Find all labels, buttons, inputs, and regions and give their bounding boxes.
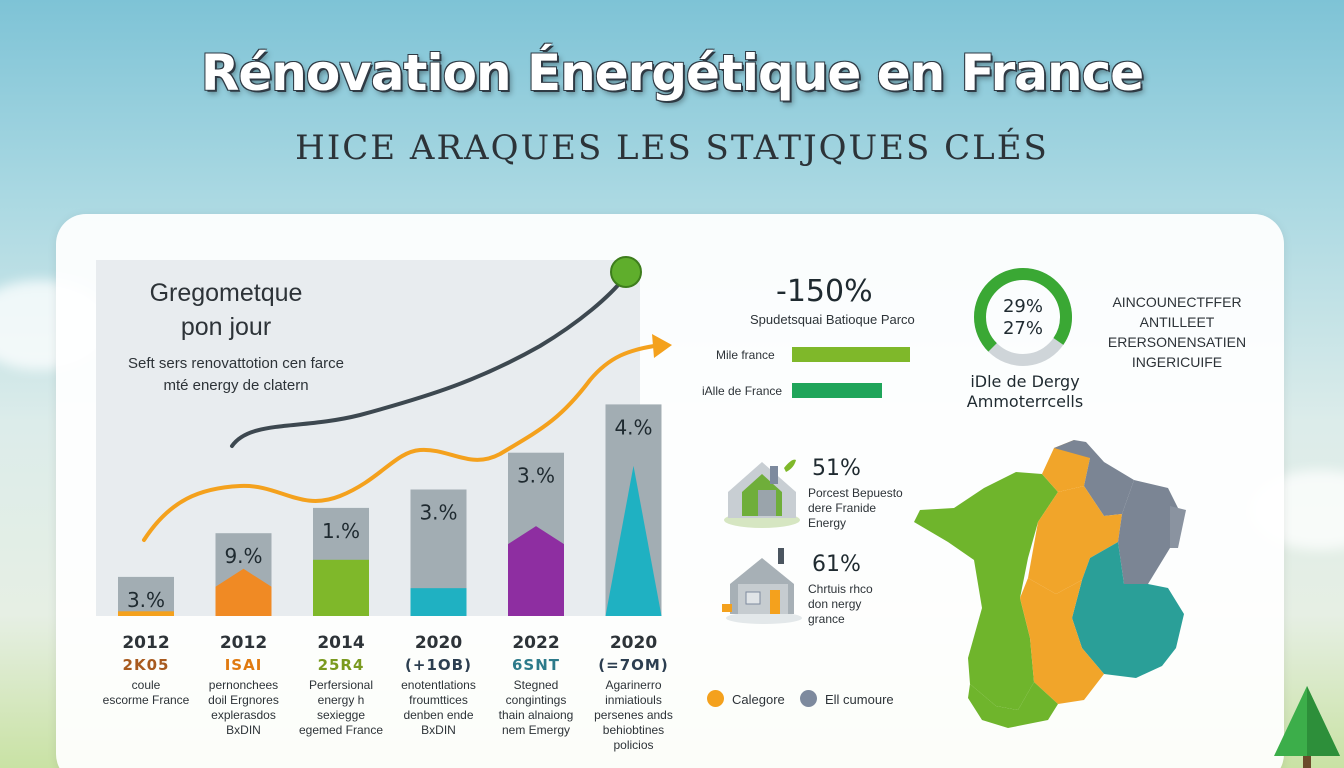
legend-label-1: Calegore bbox=[732, 692, 785, 707]
x-tick-label: 2014 bbox=[317, 633, 365, 653]
category-description: coule escorme France bbox=[102, 678, 190, 707]
category-code: 6SNT bbox=[511, 656, 561, 674]
page-title: Rénovation Énergétique en France bbox=[200, 44, 1144, 102]
category-code: (+1OB) bbox=[405, 656, 472, 674]
legend-dot-gray bbox=[800, 690, 817, 707]
map-region-south bbox=[1020, 578, 1104, 704]
category-code: 2K05 bbox=[122, 656, 170, 674]
trend-arrow-icon bbox=[652, 334, 672, 358]
caps-item: ANTILLEET bbox=[1139, 314, 1215, 330]
map-region-northeast bbox=[1054, 440, 1134, 516]
france-map bbox=[914, 440, 1186, 728]
trend-curve-dark bbox=[230, 276, 626, 448]
hbar-1 bbox=[792, 347, 910, 362]
chart-subtitle: Seft sers renovattotion cen farce mté en… bbox=[128, 355, 344, 394]
x-tick-label: 2022 bbox=[512, 633, 560, 653]
caps-item: ERERSONENSATIEN bbox=[1107, 334, 1247, 350]
legend-dot-orange bbox=[707, 690, 724, 707]
donut-value-2: 27% bbox=[1002, 318, 1043, 339]
x-tick-label: 2012 bbox=[219, 633, 268, 653]
bar-fill-2 bbox=[313, 559, 369, 616]
tile-value-1: 51% bbox=[812, 456, 861, 481]
map-region-west bbox=[914, 472, 1058, 710]
trend-curve-orange bbox=[142, 344, 656, 542]
donut-caption: iDle de Dergy Ammoterrcells bbox=[966, 372, 1084, 411]
category-description: pernonchees doil Ergnores explerasdos Bx… bbox=[208, 678, 279, 737]
stat-big-label: Spudetsquai Batioque Parco bbox=[750, 312, 915, 327]
category-code: 25R4 bbox=[317, 656, 365, 674]
bar-value-label: 4.% bbox=[614, 415, 652, 439]
donut-chart bbox=[973, 268, 1072, 366]
bar-value-label: 1.% bbox=[322, 519, 360, 543]
bar-value-label: 9.% bbox=[224, 544, 262, 568]
donut-value-1: 29% bbox=[1002, 296, 1043, 317]
bar-fill-4 bbox=[508, 526, 564, 616]
tree-icon bbox=[1274, 686, 1340, 768]
map-region-southeast bbox=[1072, 542, 1184, 678]
donut-fill bbox=[973, 268, 1072, 366]
hbar-label-1: Mile france bbox=[716, 348, 775, 362]
tile-desc-2: Chrtuis rhco don nergy grance bbox=[808, 582, 873, 626]
solar-house-icon bbox=[724, 459, 800, 528]
map-region-center bbox=[1028, 486, 1122, 594]
tile-value-2: 61% bbox=[812, 552, 861, 577]
page-subtitle: HICE ARAQUES LES STATJQUES CLÉS bbox=[295, 128, 1049, 168]
legend-label-2: Ell cumoure bbox=[825, 692, 894, 707]
category-description: Stegned congintings thain alnaiong nem E… bbox=[498, 678, 574, 737]
bar-0 bbox=[118, 576, 174, 616]
tile-desc-1: Porcest Bepuesto dere Franide Energy bbox=[808, 486, 903, 530]
bar-fill-5 bbox=[605, 465, 662, 616]
bar-fill-3 bbox=[410, 588, 467, 616]
category-code: (=7OM) bbox=[598, 656, 669, 674]
trend-end-dot bbox=[610, 256, 642, 288]
house-icon bbox=[722, 548, 802, 624]
category-code: ISAI bbox=[224, 656, 263, 674]
caps-list: AINCOUNECTFFER ANTILLEET ERERSONENSATIEN… bbox=[1092, 292, 1262, 372]
caps-item: INGERICUIFE bbox=[1131, 354, 1223, 370]
category-description: Agarinerro inmiatiouls persenes ands beh… bbox=[594, 678, 673, 752]
bar-value-label: 3.% bbox=[419, 501, 457, 525]
category-description: Perfersional energy h sexiegge egemed Fr… bbox=[298, 678, 384, 737]
chart-title: Gregometque pon jour bbox=[149, 279, 303, 341]
bar-value-label: 3.% bbox=[127, 588, 165, 612]
x-tick-label: 2012 bbox=[122, 633, 170, 653]
bar-fill-1 bbox=[215, 568, 272, 616]
map-region-alsace bbox=[1170, 506, 1186, 548]
map-region-southwest bbox=[968, 682, 1058, 728]
hbar-label-2: iAlle de France bbox=[702, 384, 783, 398]
x-tick-label: 2020 bbox=[609, 633, 658, 653]
stat-big-value: -150% bbox=[776, 274, 873, 309]
x-tick-label: 2020 bbox=[414, 633, 463, 653]
caps-item: AINCOUNECTFFER bbox=[1112, 294, 1242, 310]
bar-fill-0 bbox=[118, 611, 174, 616]
bar-value-label: 3.% bbox=[517, 464, 555, 488]
hbar-2 bbox=[792, 383, 882, 398]
map-region-east bbox=[1118, 480, 1178, 584]
category-description: enotentlations froumttices denben ende B… bbox=[401, 678, 476, 737]
